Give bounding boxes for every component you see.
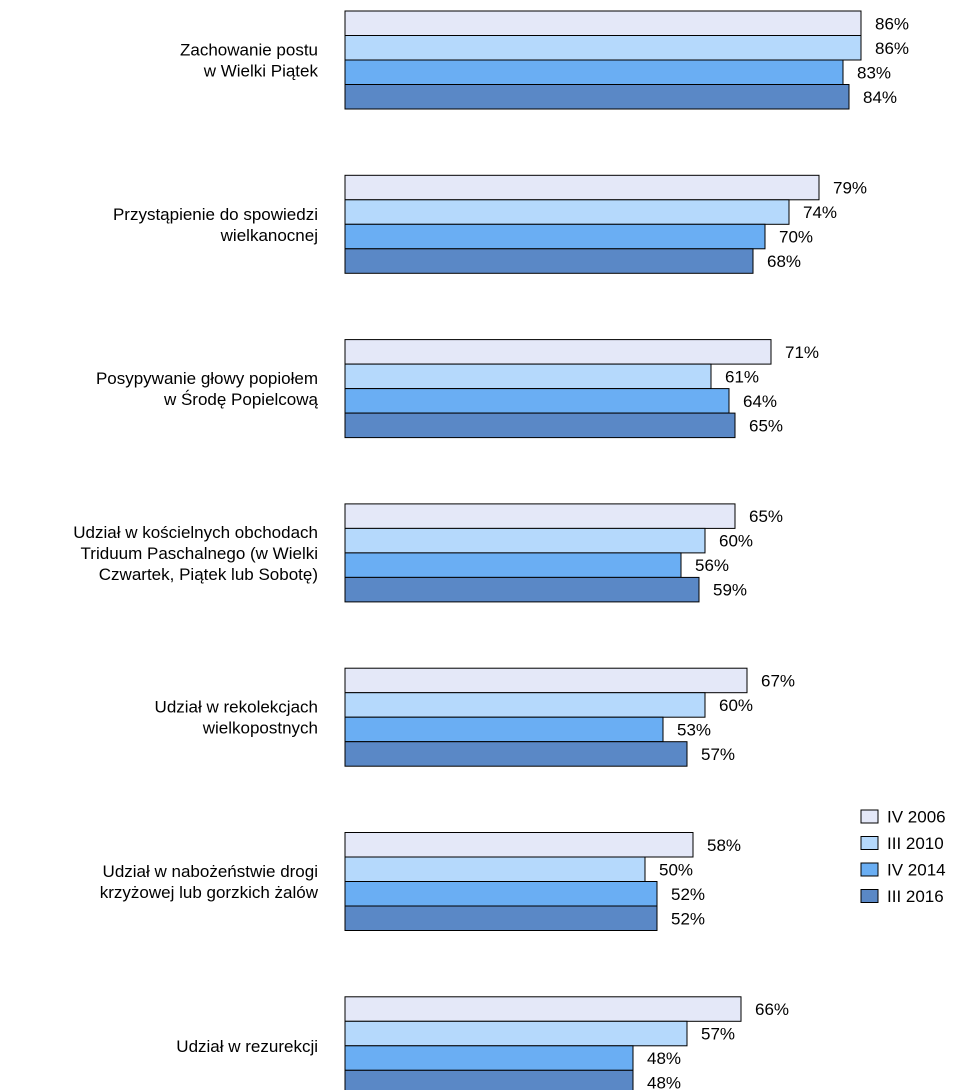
bar-7-series-4: [344, 1069, 634, 1090]
bar-7-series-3: [344, 1045, 634, 1071]
category-label-1-line-2: w Wielki Piątek: [203, 62, 319, 81]
value-label-3-series-2: 61%: [725, 367, 759, 386]
legend-label-1: IV 2006: [887, 808, 946, 827]
value-label-2-series-2: 74%: [803, 203, 837, 222]
bar-5-series-1: [344, 667, 748, 694]
bar-3-series-2: [344, 363, 712, 390]
value-label-5-series-2: 60%: [719, 696, 753, 715]
category-label-5-line-1: Udział w rekolekcjach: [155, 698, 318, 717]
value-label-1-series-1: 86%: [875, 14, 909, 33]
bar-2-series-1: [344, 174, 820, 201]
bar-1-series-4: [344, 84, 850, 110]
bar-2-series-2: [344, 199, 790, 225]
value-label-7-series-4: 48%: [647, 1074, 681, 1090]
value-label-2-series-1: 79%: [833, 179, 867, 198]
value-label-6-series-1: 58%: [707, 836, 741, 855]
value-label-3-series-3: 64%: [743, 392, 777, 411]
category-label-3-line-2: w Środę Popielcową: [163, 390, 319, 409]
bar-6-series-2: [344, 856, 646, 882]
category-label-3-line-1: Posypywanie głowy popiołem: [96, 369, 318, 388]
value-labels-layer: 86% 86% 83% 84% 79% 74% 70% 68% 71% 61% 64% 65% 65% 6…: [647, 14, 909, 1090]
bar-6-series-3: [344, 881, 658, 907]
legend-swatch-1: [860, 809, 879, 824]
category-label-6-line-2: krzyżowej lub gorzkich żalów: [100, 883, 319, 902]
value-label-7-series-1: 66%: [755, 1000, 789, 1019]
value-label-6-series-4: 52%: [671, 909, 705, 928]
legend-swatch-4: [860, 889, 879, 903]
bar-3-series-3: [344, 388, 730, 414]
value-label-7-series-2: 57%: [701, 1025, 735, 1044]
category-label-1-line-1: Zachowanie postu: [180, 41, 318, 60]
value-label-1-series-2: 86%: [875, 39, 909, 58]
legend-swatch-2: [860, 836, 879, 850]
legend-swatch-3: [860, 862, 879, 877]
value-label-2-series-3: 70%: [779, 228, 813, 247]
bar-5-series-3: [344, 716, 664, 743]
value-label-4-series-3: 56%: [695, 556, 729, 575]
bars-layer: [344, 10, 862, 1090]
bar-1-series-1: [344, 10, 862, 36]
bar-7-series-2: [344, 1020, 688, 1047]
bar-5-series-2: [344, 692, 706, 718]
category-label-4-line-3: Czwartek, Piątek lub Sobotę): [99, 565, 318, 584]
bar-3-series-1: [344, 339, 772, 365]
category-labels-layer: Zachowanie postu w Wielki Piątek Przystąpi…: [73, 41, 318, 1056]
value-label-6-series-3: 52%: [671, 885, 705, 904]
bar-2-series-4: [344, 248, 754, 274]
category-label-6-line-1: Udział w nabożeństwie drogi: [103, 862, 318, 881]
category-label-2-line-1: Przystąpienie do spowiedzi: [113, 205, 318, 224]
legend-label-2: III 2010: [887, 834, 944, 853]
bar-4-series-1: [344, 503, 736, 529]
legend: IV 2006 III 2010 IV 2014 III 2016: [860, 808, 946, 906]
value-label-3-series-1: 71%: [785, 343, 819, 362]
legend-label-4: III 2016: [887, 887, 944, 906]
value-label-7-series-3: 48%: [647, 1049, 681, 1068]
value-label-1-series-4: 84%: [863, 88, 897, 107]
bar-2-series-3: [344, 223, 766, 250]
bar-6-series-1: [344, 832, 694, 858]
value-label-2-series-4: 68%: [767, 252, 801, 271]
category-label-7-line-1: Udział w rezurekcji: [176, 1037, 318, 1056]
value-label-4-series-4: 59%: [713, 581, 747, 600]
bar-4-series-2: [344, 527, 706, 554]
bar-7-series-1: [344, 996, 742, 1022]
value-label-5-series-4: 57%: [701, 745, 735, 764]
value-label-6-series-2: 50%: [659, 860, 693, 879]
value-label-5-series-1: 67%: [761, 671, 795, 690]
bar-1-series-3: [344, 59, 844, 85]
bar-4-series-4: [344, 576, 700, 603]
value-label-3-series-4: 65%: [749, 416, 783, 435]
category-label-2-line-2: wielkanocnej: [220, 226, 318, 245]
value-label-5-series-3: 53%: [677, 720, 711, 739]
value-label-4-series-1: 65%: [749, 507, 783, 526]
bar-3-series-4: [344, 412, 736, 439]
bar-5-series-4: [344, 741, 688, 767]
bar-4-series-3: [344, 552, 682, 578]
bar-1-series-2: [344, 35, 862, 61]
category-label-5-line-2: wielkopostnych: [202, 719, 318, 738]
bar-6-series-4: [344, 905, 658, 931]
value-label-1-series-3: 83%: [857, 63, 891, 82]
legend-label-3: IV 2014: [887, 861, 946, 880]
category-label-4-line-2: Triduum Paschalnego (w Wielki: [81, 544, 318, 563]
value-label-4-series-2: 60%: [719, 532, 753, 551]
category-label-4-line-1: Udział w kościelnych obchodach: [73, 523, 318, 542]
